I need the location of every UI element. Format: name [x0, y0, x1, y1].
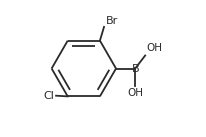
Text: OH: OH: [147, 43, 163, 53]
Text: B: B: [131, 64, 139, 73]
Text: OH: OH: [127, 88, 143, 98]
Text: Br: Br: [105, 16, 118, 26]
Text: Cl: Cl: [43, 91, 54, 101]
